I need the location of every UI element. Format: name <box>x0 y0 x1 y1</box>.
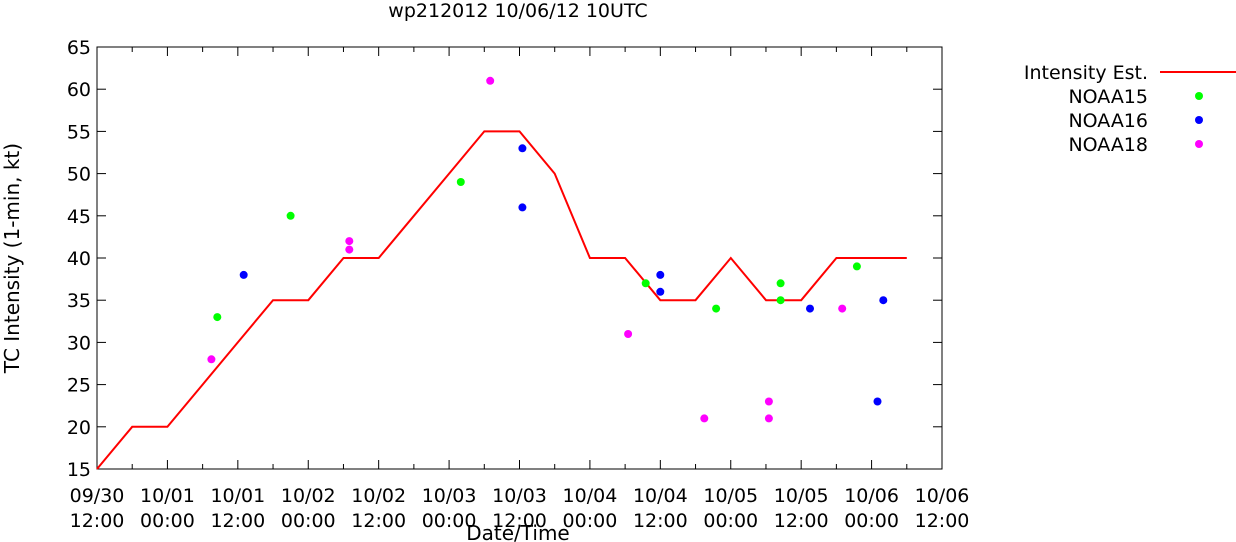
y-tick-label: 15 <box>67 459 91 481</box>
data-point-noaa18 <box>764 397 773 406</box>
data-point-noaa18 <box>345 245 354 254</box>
legend-swatch-noaa15 <box>1195 92 1203 100</box>
data-point-noaa16 <box>879 296 888 305</box>
x-axis-label: Date/Time <box>466 521 570 542</box>
x-tick-label-date: 10/05 <box>774 485 829 507</box>
data-point-noaa18 <box>838 304 847 313</box>
data-point-noaa15 <box>776 279 785 288</box>
legend-label-intensity-est: Intensity Est. <box>1024 62 1148 84</box>
x-tick-label-time: 12:00 <box>70 510 125 532</box>
data-point-noaa16 <box>806 304 814 313</box>
y-tick-label: 50 <box>67 164 91 186</box>
x-tick-label-date: 10/03 <box>492 485 547 507</box>
data-point-noaa18 <box>207 355 216 364</box>
y-tick-label: 45 <box>67 206 91 228</box>
y-tick-label: 25 <box>67 375 91 397</box>
data-point-noaa18 <box>700 414 709 423</box>
data-point-noaa18 <box>764 414 773 423</box>
data-point-noaa16 <box>656 270 665 279</box>
y-tick-label: 35 <box>67 290 91 312</box>
x-tick-label-date: 10/01 <box>210 485 265 507</box>
x-tick-label-date: 10/06 <box>844 485 899 507</box>
x-tick-label-time: 12:00 <box>774 510 829 532</box>
x-tick-label-time: 00:00 <box>703 510 758 532</box>
data-point-noaa16 <box>518 144 527 153</box>
data-point-noaa15 <box>456 178 465 186</box>
x-tick-label-date: 10/01 <box>140 485 195 507</box>
legend-swatch-noaa18 <box>1195 140 1203 148</box>
x-tick-label-date: 10/03 <box>422 485 477 507</box>
legend-label-noaa15: NOAA15 <box>1068 86 1148 108</box>
x-tick-label-time: 12:00 <box>351 510 406 532</box>
x-tick-label-date: 10/04 <box>633 485 688 507</box>
x-tick-label-date: 10/06 <box>915 485 970 507</box>
x-tick-label-time: 12:00 <box>210 510 265 532</box>
plot-area <box>96 76 907 470</box>
x-tick-label-time: 12:00 <box>492 510 547 532</box>
x-tick-label-time: 12:00 <box>633 510 688 532</box>
data-point-noaa15 <box>712 304 721 313</box>
x-tick-label-time: 00:00 <box>563 510 618 532</box>
legend-label-noaa16: NOAA16 <box>1068 110 1148 132</box>
data-point-noaa15 <box>213 313 222 322</box>
series-line-intensity-est <box>96 130 907 470</box>
data-point-noaa18 <box>486 76 495 85</box>
data-point-noaa16 <box>873 397 882 406</box>
y-tick-label: 65 <box>67 37 91 59</box>
data-point-noaa18 <box>624 330 633 338</box>
data-point-noaa15 <box>852 262 861 271</box>
data-point-noaa16 <box>239 270 248 279</box>
x-tick-label-date: 10/02 <box>351 485 406 507</box>
x-tick-label-time: 00:00 <box>140 510 195 532</box>
x-tick-label-date: 10/02 <box>281 485 336 507</box>
data-point-noaa16 <box>518 203 527 212</box>
x-tick-label-time: 00:00 <box>844 510 899 532</box>
x-tick-label-date: 10/04 <box>563 485 618 507</box>
plot-frame <box>96 46 943 470</box>
y-tick-label: 20 <box>67 417 91 439</box>
x-axis: 09/30 12:00 10/01 00:00 10/01 12:00 10/02 00:00… <box>70 47 970 532</box>
x-tick-label-time: 00:00 <box>422 510 477 532</box>
data-point-noaa18 <box>345 237 354 246</box>
data-point-noaa15 <box>286 211 295 220</box>
x-tick-label-date: 09/30 <box>70 485 125 507</box>
x-tick-label-time: 00:00 <box>281 510 336 532</box>
data-point-noaa15 <box>641 279 650 288</box>
legend-swatch-noaa16 <box>1195 116 1203 124</box>
data-point-noaa15 <box>776 296 785 305</box>
y-axis-label: TC Intensity (1-min, kt) <box>0 143 24 374</box>
y-tick-label: 60 <box>67 79 91 101</box>
data-point-noaa16 <box>656 287 665 296</box>
chart-title: wp212012 10/06/12 10UTC <box>388 0 647 22</box>
y-axis: 15 20 25 30 35 40 45 50 55 60 65 <box>67 37 942 481</box>
x-tick-label-time: 12:00 <box>915 510 970 532</box>
y-tick-label: 55 <box>67 121 91 143</box>
y-tick-label: 30 <box>67 332 91 354</box>
x-tick-label-date: 10/05 <box>703 485 758 507</box>
legend-label-noaa18: NOAA18 <box>1068 134 1148 156</box>
y-tick-label: 40 <box>67 248 91 270</box>
